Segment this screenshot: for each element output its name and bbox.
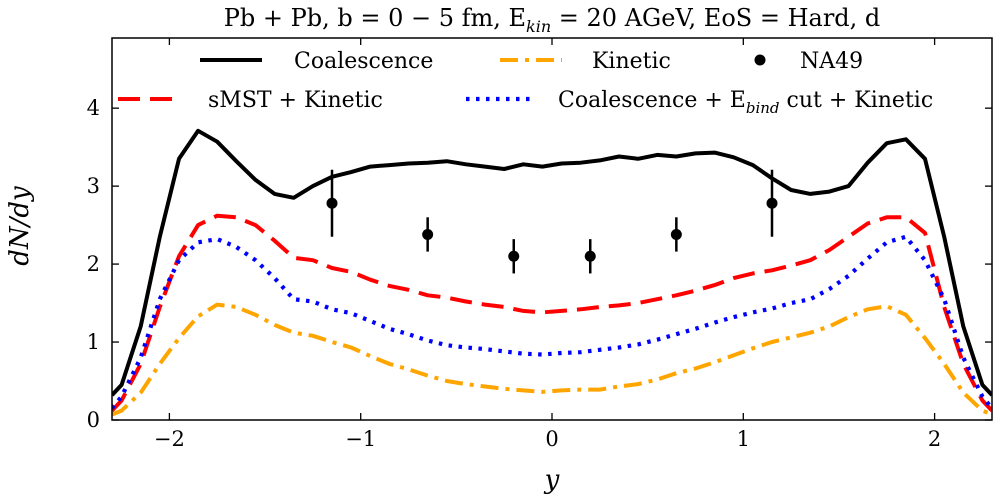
y-axis-label: dN/dy	[5, 186, 35, 266]
legend: Coalescence Kinetic NA49 sMST + Kinetic Coal…	[118, 49, 933, 117]
plot-area	[112, 128, 992, 417]
coalescence-line	[112, 128, 992, 397]
legend-label-coalescence-e-bind-cut-kinetic: Coalescence + Ebind cut + Kinetic	[558, 88, 933, 117]
coalescence-e-bind-cut-kinetic-line	[112, 234, 992, 410]
y-tick-label-2: 2	[87, 252, 100, 276]
series-group	[112, 128, 992, 417]
x-tick-label-3: 1	[737, 427, 750, 451]
chart-title: Pb + Pb, b = 0 − 5 fm, Ekin = 20 AGeV, E…	[224, 4, 881, 36]
y-tick-label-1: 1	[87, 330, 100, 354]
na49-point-2	[508, 250, 520, 262]
legend-label-kinetic: Kinetic	[592, 49, 671, 74]
y-tick-label-3: 3	[87, 174, 100, 198]
chart-title-main: Pb + Pb, b = 0 − 5 fm, E	[224, 4, 526, 32]
na49-point-1	[422, 228, 434, 240]
legend-marker-na49	[754, 54, 766, 66]
legend-label-coalescence: Coalescence	[294, 49, 433, 74]
legend-label-na49: NA49	[800, 49, 863, 74]
chart-title-subscript: kin	[526, 17, 551, 36]
chart-title-tail: = 20 AGeV, EoS = Hard, d	[551, 4, 880, 32]
na49-point-3	[584, 250, 596, 262]
kinetic-line	[112, 302, 992, 417]
x-tick-label-1: −1	[345, 427, 376, 451]
smst-kinetic-line	[112, 213, 992, 412]
y-tick-label-4: 4	[87, 96, 100, 120]
na49-point-5	[766, 197, 778, 209]
x-tick-label-2: 0	[545, 427, 558, 451]
x-tick-label-0: −2	[154, 427, 185, 451]
plot-frame	[111, 37, 993, 421]
y-tick-label-0: 0	[87, 408, 100, 432]
x-axis-label: y	[544, 465, 560, 495]
legend-label-smst-kinetic: sMST + Kinetic	[208, 88, 383, 113]
na49-point-4	[670, 228, 682, 240]
na49-point-0	[326, 197, 338, 209]
x-tick-label-4: 2	[928, 427, 941, 451]
